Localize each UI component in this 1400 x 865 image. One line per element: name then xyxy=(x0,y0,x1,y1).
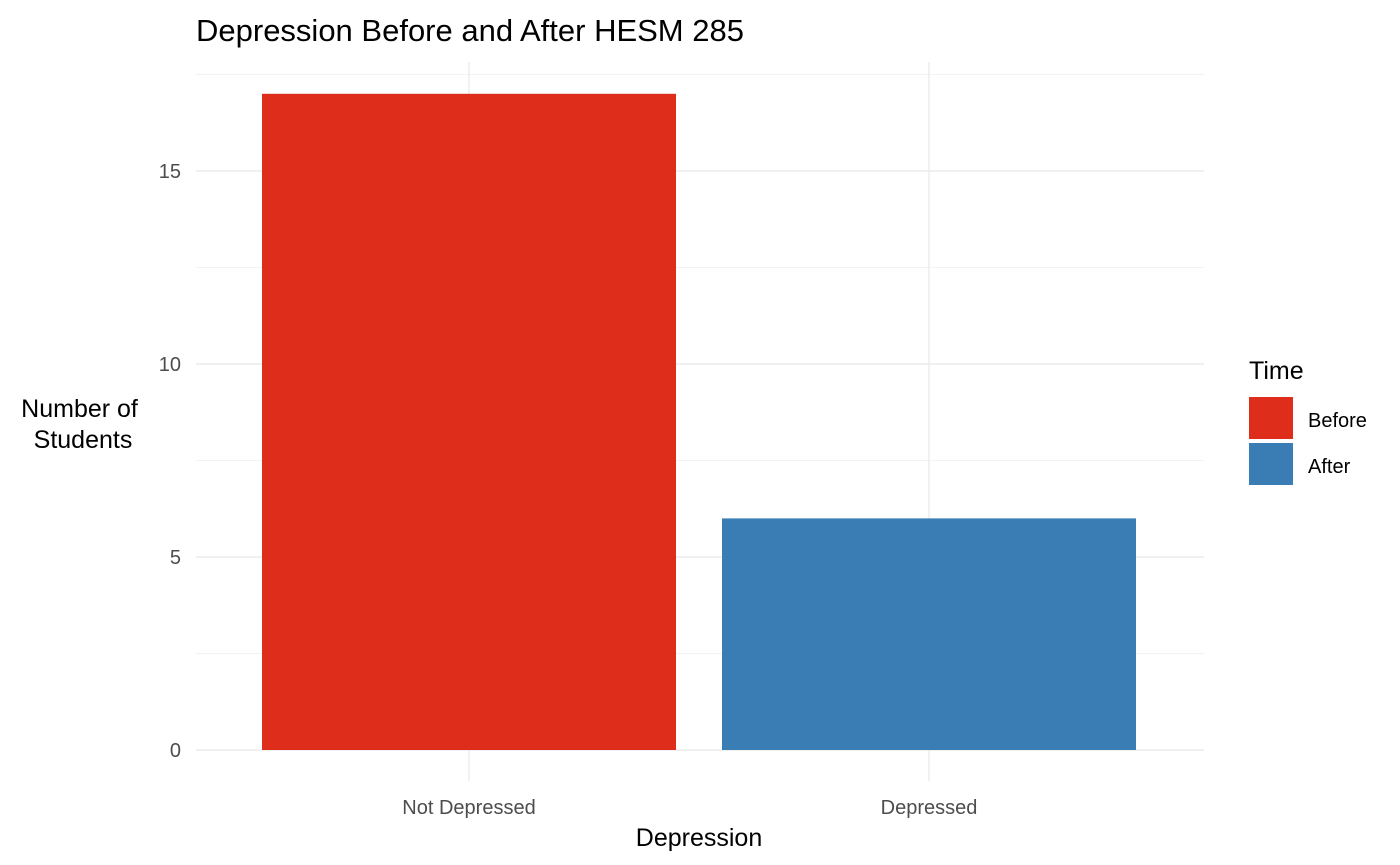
y-tick-label-10: 10 xyxy=(159,354,181,376)
y-axis-ticks: 0 5 10 15 xyxy=(159,161,181,762)
y-tick-label-5: 5 xyxy=(170,547,181,569)
legend-label-before: Before xyxy=(1308,410,1367,432)
legend-key-after xyxy=(1249,443,1293,485)
legend-key-before xyxy=(1249,397,1293,439)
legend: Time Before After xyxy=(1249,357,1367,485)
x-tick-label-depressed: Depressed xyxy=(881,797,978,819)
x-axis-title: Depression xyxy=(636,824,762,852)
x-axis-ticks: Not Depressed Depressed xyxy=(402,797,977,819)
x-tick-label-not-depressed: Not Depressed xyxy=(402,797,535,819)
y-axis-title-line-1: Number of xyxy=(21,395,138,423)
bar-depressed xyxy=(722,518,1136,750)
y-axis-title-line-2: Students xyxy=(34,426,133,454)
y-tick-label-15: 15 xyxy=(159,161,181,183)
bars xyxy=(262,93,1136,751)
y-axis-title: Number of Students xyxy=(21,395,145,454)
y-tick-label-0: 0 xyxy=(170,740,181,762)
chart-title: Depression Before and After HESM 285 xyxy=(196,13,744,48)
bar-not-depressed xyxy=(262,93,676,751)
legend-title: Time xyxy=(1249,357,1304,385)
legend-label-after: After xyxy=(1308,456,1351,478)
